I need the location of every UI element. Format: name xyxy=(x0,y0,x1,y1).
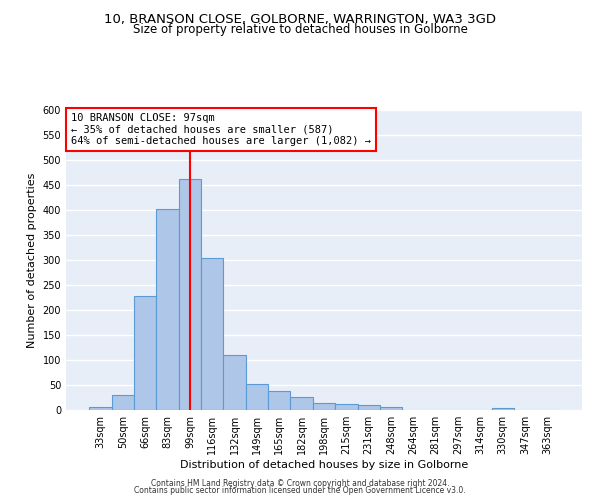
Bar xyxy=(157,209,179,410)
Text: 10 BRANSON CLOSE: 97sqm
← 35% of detached houses are smaller (587)
64% of semi-d: 10 BRANSON CLOSE: 97sqm ← 35% of detache… xyxy=(71,113,371,146)
Bar xyxy=(358,405,380,410)
Bar xyxy=(201,258,223,410)
Bar xyxy=(380,407,402,410)
Text: Contains HM Land Registry data © Crown copyright and database right 2024.: Contains HM Land Registry data © Crown c… xyxy=(151,478,449,488)
X-axis label: Distribution of detached houses by size in Golborne: Distribution of detached houses by size … xyxy=(180,460,468,470)
Bar xyxy=(89,406,112,410)
Text: Size of property relative to detached houses in Golborne: Size of property relative to detached ho… xyxy=(133,22,467,36)
Text: Contains public sector information licensed under the Open Government Licence v3: Contains public sector information licen… xyxy=(134,486,466,495)
Bar xyxy=(313,403,335,410)
Text: 10, BRANSON CLOSE, GOLBORNE, WARRINGTON, WA3 3GD: 10, BRANSON CLOSE, GOLBORNE, WARRINGTON,… xyxy=(104,12,496,26)
Bar xyxy=(134,296,157,410)
Bar xyxy=(112,395,134,410)
Bar xyxy=(335,404,358,410)
Bar xyxy=(246,384,268,410)
Bar xyxy=(179,178,201,410)
Bar xyxy=(491,408,514,410)
Y-axis label: Number of detached properties: Number of detached properties xyxy=(27,172,37,348)
Bar xyxy=(268,390,290,410)
Bar xyxy=(223,355,246,410)
Bar xyxy=(290,397,313,410)
